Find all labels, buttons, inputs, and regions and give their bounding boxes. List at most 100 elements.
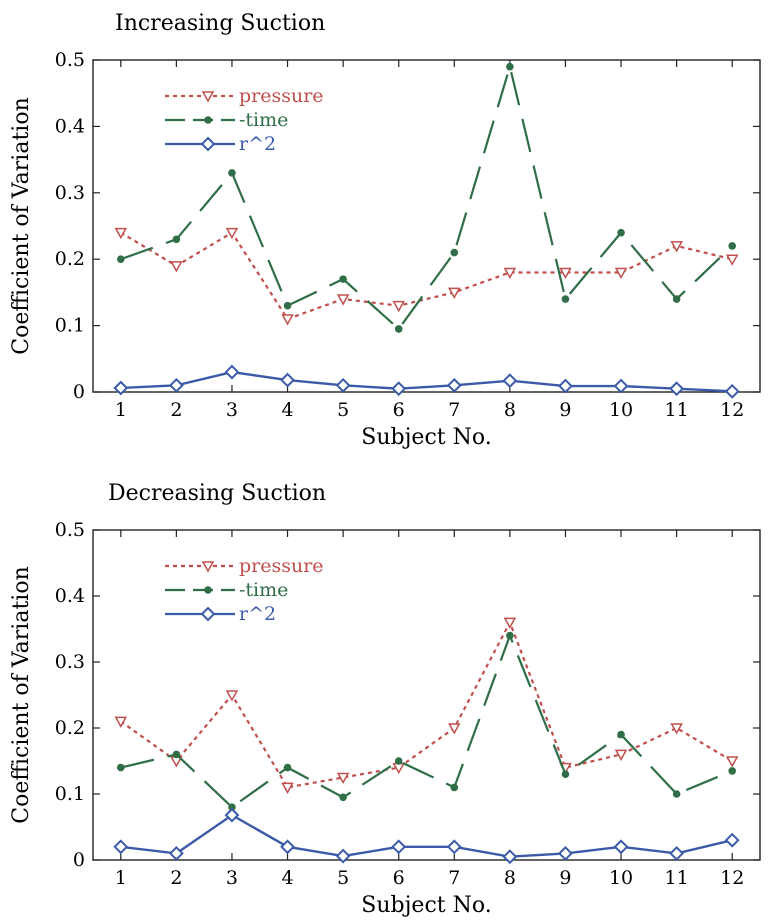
data-point: [116, 763, 125, 772]
y-tick-label: 0.3: [55, 182, 85, 204]
series-pressure: [114, 617, 739, 794]
data-point: [448, 287, 461, 299]
y-tick-label: 0.2: [55, 717, 85, 739]
legend-label: pressure: [239, 555, 324, 577]
x-axis-label: Subject No.: [361, 893, 491, 918]
y-tick-label: 0.5: [55, 49, 85, 71]
data-point: [725, 756, 739, 768]
data-point: [280, 839, 295, 855]
y-axis-label: Coefficient of Variation: [9, 566, 34, 823]
data-point: [114, 716, 128, 728]
data-point: [558, 378, 573, 394]
data-point: [339, 275, 347, 283]
x-tick-label: 11: [665, 399, 689, 421]
data-point: [724, 383, 740, 399]
series-line: [120, 231, 733, 321]
x-tick-label: 3: [226, 399, 238, 421]
data-point: [670, 241, 683, 253]
x-tick-label: 1: [115, 399, 127, 421]
data-point: [617, 228, 625, 237]
data-point: [446, 839, 462, 855]
data-point: [228, 169, 236, 177]
data-point: [283, 301, 292, 310]
x-tick-label: 7: [448, 399, 460, 421]
x-tick-label: 4: [281, 867, 293, 889]
data-point: [502, 373, 518, 389]
series-time: [116, 631, 737, 811]
y-tick-label: 0.1: [55, 783, 85, 805]
data-point: [558, 845, 573, 861]
x-tick-label: 10: [609, 867, 633, 889]
y-tick-label: 0: [73, 381, 85, 403]
data-point: [335, 848, 351, 864]
data-point: [670, 723, 683, 735]
data-point: [339, 793, 347, 802]
y-tick-label: 0.4: [55, 585, 85, 607]
legend-label: pressure: [239, 85, 324, 107]
data-point: [503, 617, 517, 629]
data-point: [503, 267, 517, 280]
data-point: [172, 235, 181, 244]
data-point: [280, 372, 295, 388]
data-point: [336, 294, 350, 306]
plot-frame: [92, 59, 761, 393]
data-point: [201, 91, 215, 103]
chart-title: Increasing Suction: [115, 11, 325, 36]
data-point: [113, 380, 129, 396]
data-point: [225, 690, 239, 702]
series-line: [120, 813, 733, 858]
data-point: [617, 730, 625, 739]
x-tick-label: 6: [393, 399, 405, 421]
data-point: [725, 254, 739, 266]
data-point: [450, 783, 459, 792]
data-point: [224, 807, 240, 823]
x-tick-label: 8: [504, 399, 516, 421]
data-point: [728, 767, 737, 775]
y-tick-label: 0.2: [55, 248, 85, 270]
series-r2: [113, 364, 740, 399]
x-tick-label: 8: [504, 867, 516, 889]
y-tick-label: 0.5: [55, 519, 85, 541]
chart-title: Decreasing Suction: [108, 481, 326, 506]
series-r2: [113, 807, 740, 865]
x-tick-label: 10: [609, 399, 633, 421]
series-line: [120, 632, 733, 809]
data-point: [561, 770, 570, 778]
series-time: [116, 62, 737, 333]
data-point: [391, 839, 407, 855]
data-point: [200, 136, 216, 152]
data-point: [224, 364, 240, 380]
x-tick-label: 9: [559, 399, 571, 421]
data-point: [614, 749, 628, 761]
x-tick-label: 1: [115, 867, 127, 889]
data-point: [283, 763, 292, 772]
data-point: [170, 261, 183, 273]
series-pressure: [114, 227, 739, 326]
data-point: [168, 377, 184, 393]
x-tick-label: 2: [170, 399, 182, 421]
data-point: [204, 586, 212, 594]
x-tick-label: 5: [337, 399, 349, 421]
data-point: [172, 750, 181, 759]
x-tick-label: 7: [448, 867, 460, 889]
data-point: [669, 381, 685, 397]
data-point: [281, 314, 294, 326]
data-point: [228, 803, 236, 811]
data-point: [168, 845, 184, 861]
data-point: [391, 381, 407, 397]
plot-frame: [92, 529, 761, 861]
data-point: [200, 606, 216, 622]
data-point: [448, 723, 461, 735]
x-tick-label: 11: [665, 867, 689, 889]
data-point: [506, 631, 514, 640]
y-tick-label: 0: [73, 849, 85, 871]
data-point: [335, 377, 351, 393]
data-point: [113, 839, 129, 855]
legend-label: -time: [239, 579, 288, 601]
x-axis-label: Subject No.: [361, 425, 491, 450]
